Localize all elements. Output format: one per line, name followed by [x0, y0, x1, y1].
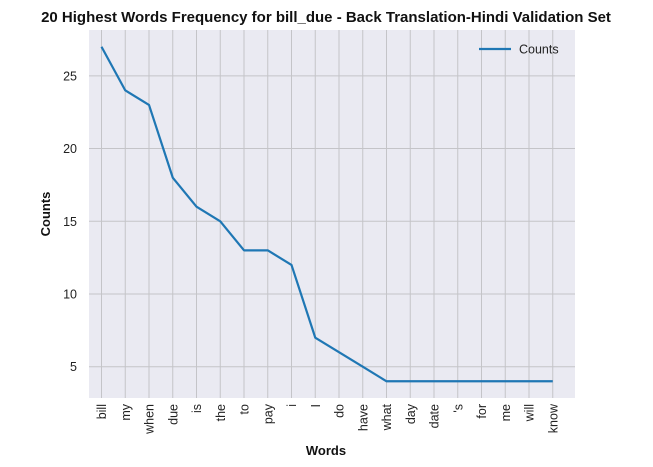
y-tick-label: 5 — [70, 360, 77, 374]
y-axis-label: Counts — [38, 192, 53, 237]
legend: Counts — [479, 43, 559, 57]
x-tick-label: date — [428, 404, 442, 428]
x-tick-label: will — [523, 404, 537, 422]
x-tick-label: when — [143, 404, 157, 435]
x-tick-label: 's — [451, 404, 465, 413]
x-tick-label: bill — [95, 404, 109, 419]
x-tick-label: what — [380, 403, 394, 431]
x-tick-label: to — [238, 404, 252, 414]
y-tick-label: 15 — [63, 215, 77, 229]
y-tick-label: 25 — [63, 69, 77, 83]
x-tick-label: day — [404, 403, 418, 424]
x-tick-label: I — [309, 404, 323, 407]
series-line-counts — [100, 46, 553, 383]
x-tick-label: my — [119, 403, 133, 420]
x-tick-label: do — [333, 404, 347, 418]
x-tick-label: know — [546, 403, 560, 433]
chart-title: 20 Highest Words Frequency for bill_due … — [41, 9, 611, 26]
x-tick-label: is — [190, 404, 204, 413]
x-tick-label: due — [166, 404, 180, 425]
x-tick-label: the — [214, 404, 228, 421]
y-tick-label: 20 — [63, 142, 77, 156]
x-tick-label: have — [356, 404, 370, 431]
legend-label-counts: Counts — [519, 43, 559, 57]
x-tick-label: pay — [261, 403, 275, 424]
plot-area — [89, 30, 575, 398]
y-tick-label: 10 — [63, 288, 77, 302]
x-tick-label: for — [475, 404, 489, 419]
y-axis-ticks: 5 10 15 20 25 — [63, 69, 77, 374]
x-tick-label: me — [499, 404, 513, 421]
x-tick-label: i — [285, 404, 299, 407]
grid-lines — [89, 30, 575, 398]
x-axis-label: Words — [306, 443, 346, 458]
